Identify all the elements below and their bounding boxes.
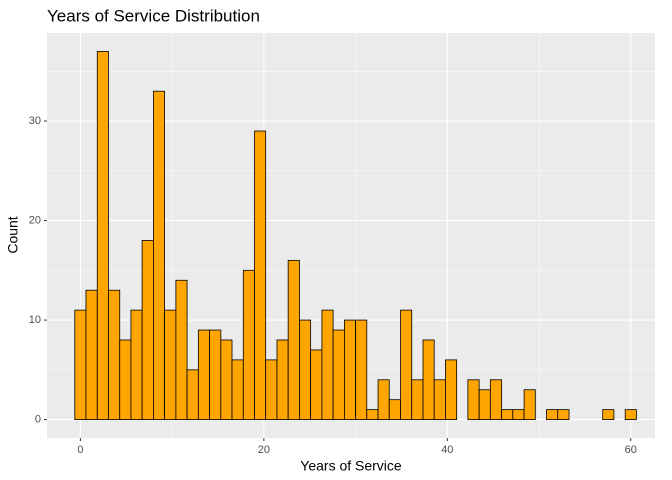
x-tick-label: 20 [258,444,270,456]
bar [445,359,458,420]
bar [512,409,525,420]
bar [343,319,356,420]
bar [321,309,334,420]
bar [299,319,312,420]
bar [411,379,424,420]
bar [85,289,98,420]
bar [478,389,491,420]
bar [153,90,166,420]
bar [276,339,289,420]
y-tick-label: 20 [29,214,41,226]
bar [254,130,267,420]
bar [265,359,278,420]
bar [108,289,121,420]
bars [74,51,637,420]
bar [186,369,199,420]
bar [74,309,87,420]
bar [141,240,154,420]
x-axis-label: Years of Service [300,458,402,474]
bar [501,409,514,420]
bar [388,399,401,420]
bar [400,309,413,420]
bar [377,379,390,420]
bar [175,279,188,420]
bar [489,379,503,420]
bar [624,409,637,420]
x-tick-label: 0 [77,444,83,456]
bar [220,339,233,420]
x-tick-label: 40 [441,444,453,456]
y-axis-label: Count [5,216,21,253]
bar [119,339,132,420]
bar [197,329,210,420]
chart-title: Years of Service Distribution [47,6,260,25]
bar [546,409,559,420]
bar [209,329,222,420]
bar [242,269,255,420]
bar [433,379,446,420]
bar [355,319,368,420]
bar [332,329,345,420]
bar [96,51,109,420]
bar [130,309,143,420]
bar [366,409,379,420]
y-tick-label: 0 [35,413,41,425]
bar [310,349,323,420]
bar [557,409,570,420]
bar [602,409,615,420]
bar [523,389,536,420]
y-tick-label: 30 [29,115,41,127]
bar [467,379,480,420]
bar [164,309,177,420]
y-tick-label: 10 [29,314,41,326]
bar [422,339,435,420]
x-tick-label: 60 [625,444,637,456]
bar [287,259,300,420]
bar [231,359,244,420]
